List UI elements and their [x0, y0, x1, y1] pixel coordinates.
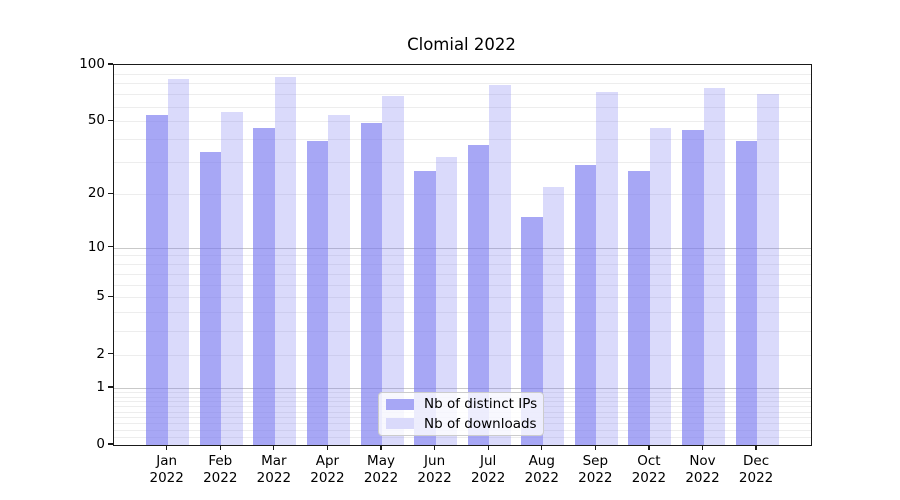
gridline-minor [114, 255, 811, 257]
y-tick-mark [108, 192, 113, 194]
gridline-minor [114, 437, 811, 439]
x-tick-mark [594, 445, 596, 450]
y-tick-mark [108, 386, 113, 388]
bar-nb-of-distinct-ips-oct [628, 170, 650, 445]
legend-label-distinct-ips: Nb of distinct IPs [424, 396, 538, 413]
bar-nb-of-downloads-sep [596, 91, 618, 445]
bar-nb-of-distinct-ips-aug [521, 216, 543, 445]
y-tick-label: 50 [87, 112, 105, 129]
x-tick-mark [219, 445, 221, 450]
bar-nb-of-downloads-jul [489, 85, 511, 445]
x-tick-mark [648, 445, 650, 450]
y-tick-label: 10 [87, 238, 105, 255]
x-tick-label-nov: Nov 2022 [685, 453, 720, 486]
x-tick-label-feb: Feb 2022 [203, 453, 238, 486]
x-tick-label-oct: Oct 2022 [631, 453, 667, 486]
x-tick-label-jan: Jan 2022 [149, 453, 184, 486]
x-tick-mark [380, 445, 382, 450]
plot-area [113, 64, 812, 446]
bar-nb-of-distinct-ips-jun [414, 170, 436, 445]
gridline-major [114, 387, 811, 389]
y-tick-mark [108, 443, 113, 445]
x-tick-label-sep: Sep 2022 [578, 453, 613, 486]
gridline-minor [114, 121, 811, 123]
x-tick-mark [273, 445, 275, 450]
gridline-minor [114, 106, 811, 108]
bar-nb-of-distinct-ips-nov [682, 129, 704, 445]
gridline-minor [114, 297, 811, 299]
y-tick-mark [108, 352, 113, 355]
bar-nb-of-downloads-apr [328, 115, 350, 445]
legend: Nb of distinct IPs Nb of downloads [378, 392, 544, 436]
bar-nb-of-downloads-oct [649, 127, 672, 445]
y-tick-label: 5 [96, 288, 105, 305]
bar-nb-of-distinct-ips-sep [574, 164, 597, 445]
y-tick-mark [108, 63, 113, 65]
gridline-minor [114, 94, 811, 96]
bar-nb-of-downloads-aug [542, 186, 565, 445]
legend-row-distinct-ips: Nb of distinct IPs [386, 396, 538, 413]
x-tick-mark [701, 445, 704, 450]
gridline-minor [114, 83, 811, 85]
gridline-minor [114, 354, 811, 356]
legend-swatch-distinct-ips-icon [386, 398, 414, 410]
bar-nb-of-distinct-ips-mar [253, 127, 275, 445]
x-tick-label-may: May 2022 [363, 453, 399, 486]
x-tick-mark [541, 445, 543, 450]
y-tick-mark [108, 119, 113, 121]
y-tick-label: 1 [96, 378, 105, 395]
gridline-minor [114, 194, 811, 196]
gridline-minor [114, 73, 811, 75]
x-tick-mark [755, 445, 757, 450]
x-tick-mark [326, 445, 329, 450]
bar-nb-of-distinct-ips-jan [146, 115, 168, 445]
y-tick-label: 100 [79, 56, 105, 72]
bar-nb-of-distinct-ips-dec [735, 141, 758, 445]
bar-nb-of-distinct-ips-apr [306, 141, 329, 445]
y-tick-label: 2 [96, 345, 105, 362]
bar-nb-of-distinct-ips-feb [199, 152, 222, 445]
y-tick-mark [108, 245, 113, 248]
y-tick-mark [108, 295, 113, 298]
chart-title: Clomial 2022 [407, 35, 516, 54]
bar-nb-of-distinct-ips-may [360, 122, 383, 445]
y-tick-label: 20 [87, 185, 105, 202]
y-tick-label: 0 [96, 436, 105, 452]
bar-nb-of-downloads-mar [274, 77, 297, 445]
bar-nb-of-downloads-feb [221, 112, 243, 445]
x-tick-label-mar: Mar 2022 [256, 453, 292, 486]
bar-nb-of-distinct-ips-jul [467, 145, 490, 445]
x-tick-label-jun: Jun 2022 [417, 453, 452, 486]
bar-nb-of-downloads-nov [703, 88, 725, 445]
bar-nb-of-downloads-jan [167, 79, 190, 445]
bar-nb-of-downloads-may [382, 96, 404, 445]
legend-row-downloads: Nb of downloads [386, 415, 537, 433]
x-tick-mark [166, 445, 168, 450]
gridline-major [114, 247, 811, 249]
gridline-minor [114, 284, 811, 286]
x-tick-label-apr: Apr 2022 [310, 453, 345, 486]
x-tick-mark [434, 445, 436, 450]
gridline-minor [114, 312, 811, 314]
legend-swatch-downloads-icon [386, 418, 414, 430]
gridline-minor [114, 139, 811, 141]
gridline-minor [114, 264, 811, 266]
x-tick-label-jul: Jul 2022 [470, 453, 506, 486]
bar-nb-of-downloads-jun [435, 157, 458, 445]
gridline-minor [114, 162, 811, 164]
x-tick-label-dec: Dec 2022 [738, 453, 774, 486]
bar-nb-of-downloads-dec [757, 94, 779, 445]
x-tick-label-aug: Aug 2022 [524, 453, 559, 486]
x-tick-mark [487, 445, 489, 450]
legend-label-downloads: Nb of downloads [424, 415, 537, 432]
gridline-minor [114, 330, 811, 332]
gridline-minor [114, 273, 811, 275]
